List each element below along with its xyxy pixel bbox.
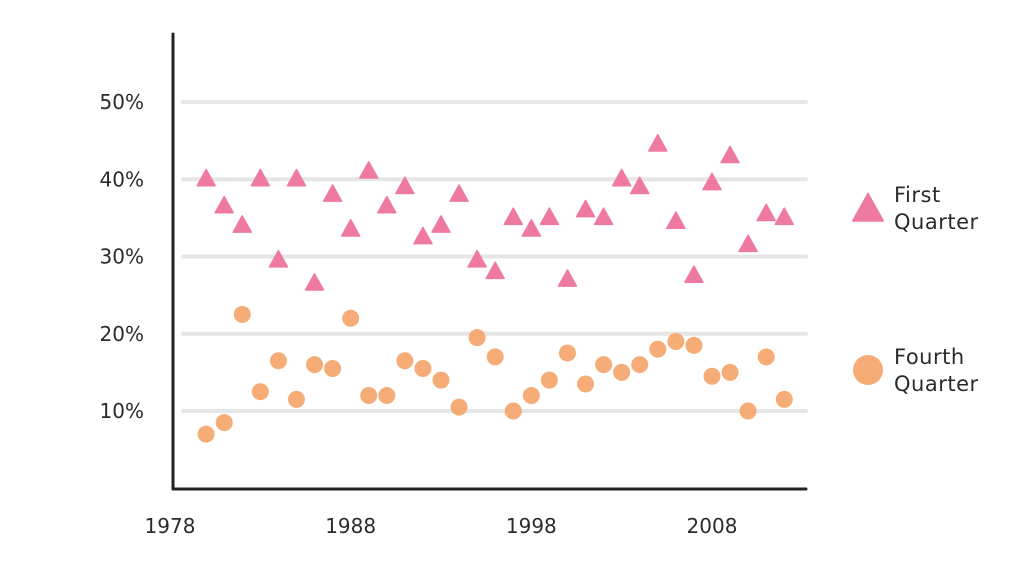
data-point-circle — [450, 398, 468, 416]
data-point-triangle — [666, 211, 686, 229]
data-point-triangle — [395, 176, 415, 195]
x-tick-label: 1988 — [325, 514, 376, 538]
data-point-triangle — [214, 195, 234, 214]
legend-marker-triangle — [852, 192, 884, 222]
data-point-circle — [396, 352, 414, 370]
data-point-triangle — [611, 168, 632, 187]
data-point-triangle — [358, 161, 379, 179]
data-point-triangle — [286, 168, 307, 187]
data-point-circle — [306, 356, 324, 374]
data-point-triangle — [539, 207, 560, 226]
legend-label: Fourth Quarter — [894, 345, 979, 396]
axes — [171, 32, 808, 491]
data-point-triangle — [232, 215, 253, 233]
data-point-circle — [667, 332, 685, 350]
data-point-triangle — [485, 261, 505, 280]
data-point-triangle — [684, 265, 704, 284]
data-point-circle — [540, 371, 558, 389]
x-tick-label: 2008 — [687, 514, 738, 538]
data-point-circle — [558, 344, 576, 362]
y-tick-label: 40% — [100, 167, 144, 191]
data-point-triangle — [377, 195, 397, 214]
data-point-triangle — [196, 168, 216, 187]
data-point-circle — [775, 390, 793, 408]
data-point-circle — [522, 387, 540, 405]
x-tick-labels: 1978 1988 1998 2008 — [145, 514, 738, 538]
series-first-quarter — [196, 134, 795, 291]
legend: First Quarter Fourth Quarter — [852, 183, 979, 396]
data-point-circle — [233, 305, 251, 323]
y-tick-labels: 10% 20% 30% 40% 50% — [100, 90, 144, 423]
data-point-triangle — [720, 145, 740, 164]
data-point-circle — [342, 309, 360, 327]
data-point-triangle — [774, 207, 795, 226]
legend-marker-circle — [853, 355, 883, 385]
y-tick-label: 20% — [100, 322, 144, 346]
data-point-circle — [468, 329, 486, 347]
x-tick-label: 1998 — [506, 514, 557, 538]
data-point-triangle — [322, 184, 343, 202]
data-point-circle — [721, 363, 739, 381]
data-point-triangle — [431, 215, 451, 233]
data-point-triangle — [304, 273, 325, 291]
data-point-triangle — [413, 226, 433, 245]
data-point-circle — [432, 371, 450, 389]
data-point-triangle — [521, 218, 542, 237]
data-point-circle — [613, 363, 631, 381]
data-point-triangle — [593, 207, 614, 226]
data-point-circle — [269, 352, 287, 370]
data-point-circle — [649, 340, 667, 358]
data-point-triangle — [449, 184, 469, 202]
data-point-circle — [757, 348, 775, 366]
data-point-circle — [215, 414, 233, 432]
y-tick-label: 10% — [100, 399, 144, 423]
x-tick-label: 1978 — [145, 514, 196, 538]
data-point-triangle — [648, 134, 668, 152]
legend-label: First Quarter — [894, 183, 979, 234]
data-point-triangle — [340, 218, 361, 237]
y-tick-label: 50% — [100, 90, 144, 114]
data-point-circle — [595, 356, 613, 374]
data-point-circle — [324, 360, 342, 378]
data-point-circle — [486, 348, 504, 366]
gridlines — [181, 100, 808, 413]
data-point-triangle — [557, 269, 578, 287]
y-tick-label: 30% — [100, 245, 144, 269]
data-point-circle — [577, 375, 595, 393]
data-point-circle — [703, 367, 721, 385]
data-point-circle — [197, 425, 215, 443]
data-point-triangle — [738, 234, 758, 253]
data-point-circle — [360, 387, 378, 405]
data-point-triangle — [503, 207, 524, 226]
data-point-circle — [504, 402, 522, 420]
data-point-circle — [739, 402, 757, 420]
data-point-circle — [287, 390, 305, 408]
data-point-circle — [251, 383, 269, 401]
data-point-triangle — [756, 203, 776, 222]
data-point-triangle — [250, 168, 271, 187]
data-point-circle — [685, 336, 703, 354]
data-point-circle — [378, 387, 396, 405]
data-point-triangle — [575, 199, 596, 218]
data-point-triangle — [467, 249, 487, 268]
data-point-circle — [414, 360, 432, 378]
data-point-circle — [631, 356, 649, 374]
data-point-triangle — [629, 176, 650, 195]
data-point-triangle — [702, 172, 722, 191]
series-fourth-quarter — [197, 305, 793, 443]
data-point-triangle — [268, 249, 289, 268]
